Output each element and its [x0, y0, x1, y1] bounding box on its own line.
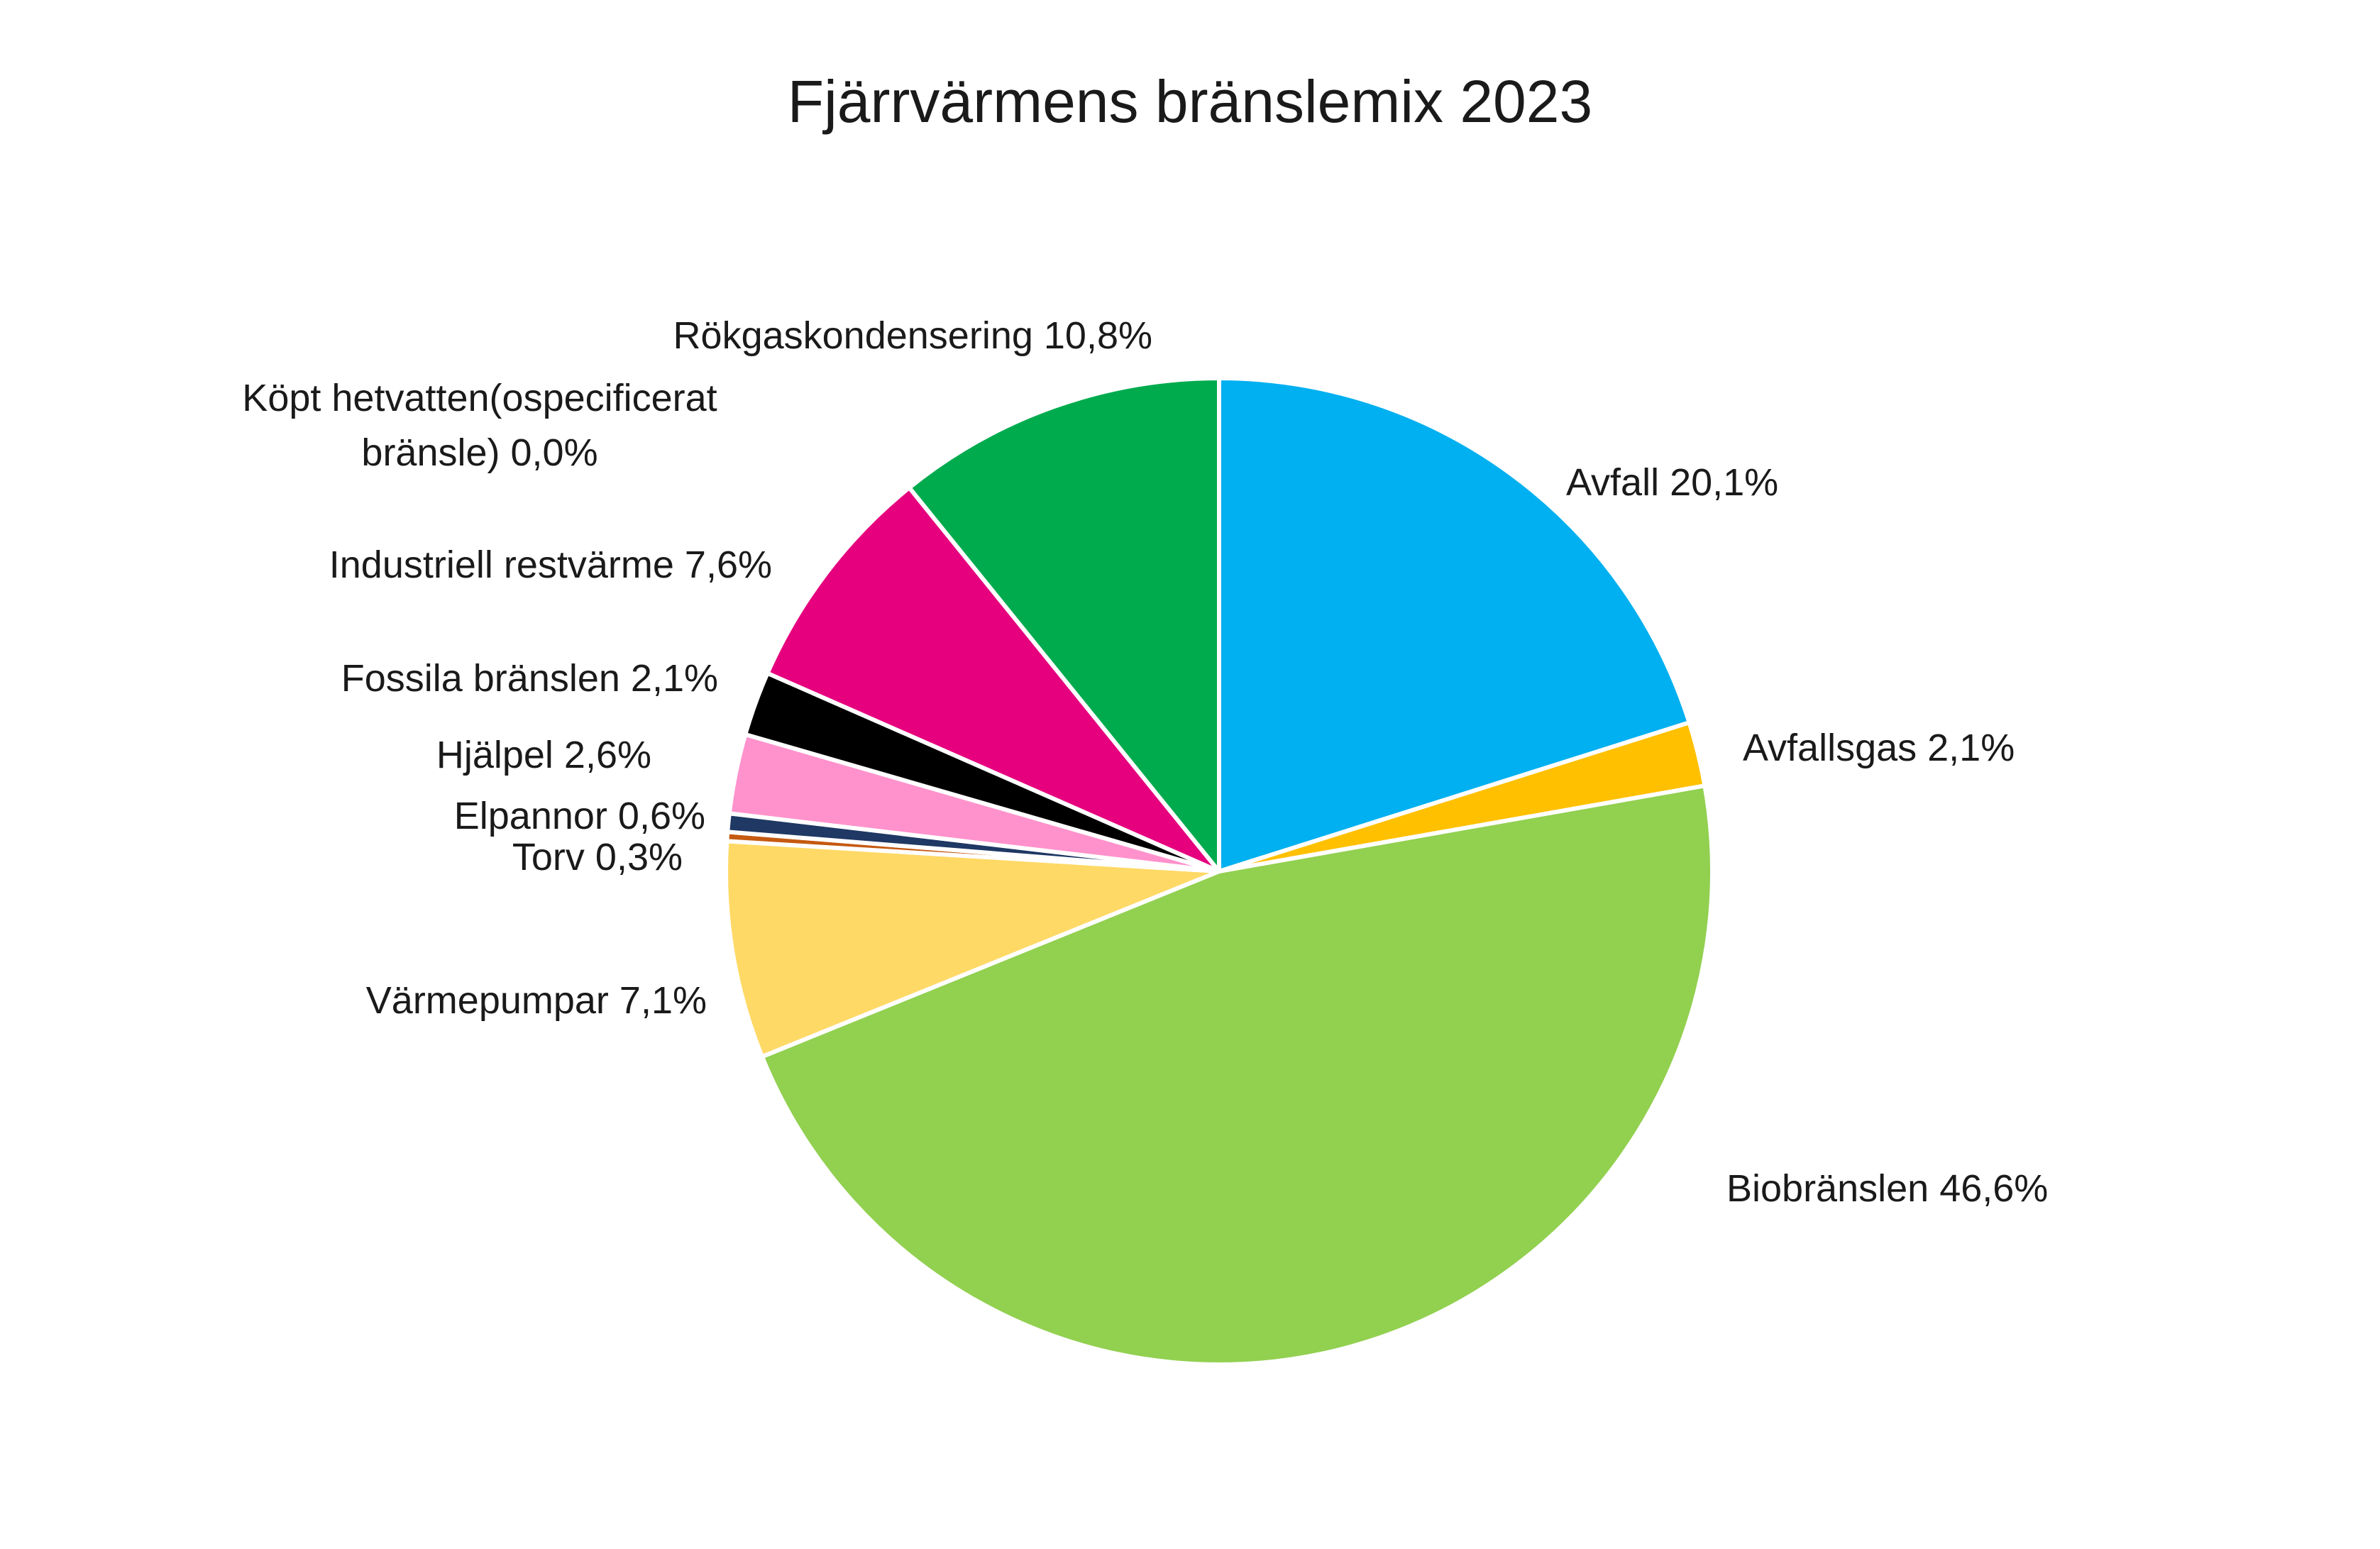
slice-label: Elpannor 0,6%: [454, 795, 705, 837]
chart-title: Fjärrvärmens bränslemix 2023: [788, 68, 1592, 135]
slice-label: Värmepumpar 7,1%: [366, 979, 707, 1022]
pie-slice: [724, 839, 1221, 1059]
slice-labels: Avfall 20,1% Avfallsgas 2,1% Biobränslen 4…: [242, 314, 2048, 1210]
pie-slice: [907, 376, 1221, 873]
slice-label: Köpt hetvatten(ospecificerat bränsle) 0,0…: [242, 377, 717, 474]
slice-label: Torv 0,3%: [512, 836, 683, 878]
pie-slice: [1217, 376, 1692, 873]
slice-label: Hjälpel 2,6%: [436, 734, 651, 776]
slice-label: Biobränslen 46,6%: [1726, 1167, 2048, 1210]
pie-slices: [724, 376, 1714, 1367]
pie-slice: [765, 485, 1221, 873]
slice-label: Avfall 20,1%: [1566, 461, 1778, 504]
slice-label: Rökgaskondensering 10,8%: [673, 314, 1152, 357]
slice-label: Fossila bränslen 2,1%: [341, 657, 718, 700]
pie-slice: [759, 783, 1714, 1367]
slice-label: Industriell restvärme 7,6%: [329, 544, 772, 586]
slice-label: Avfallsgas 2,1%: [1743, 727, 2015, 769]
